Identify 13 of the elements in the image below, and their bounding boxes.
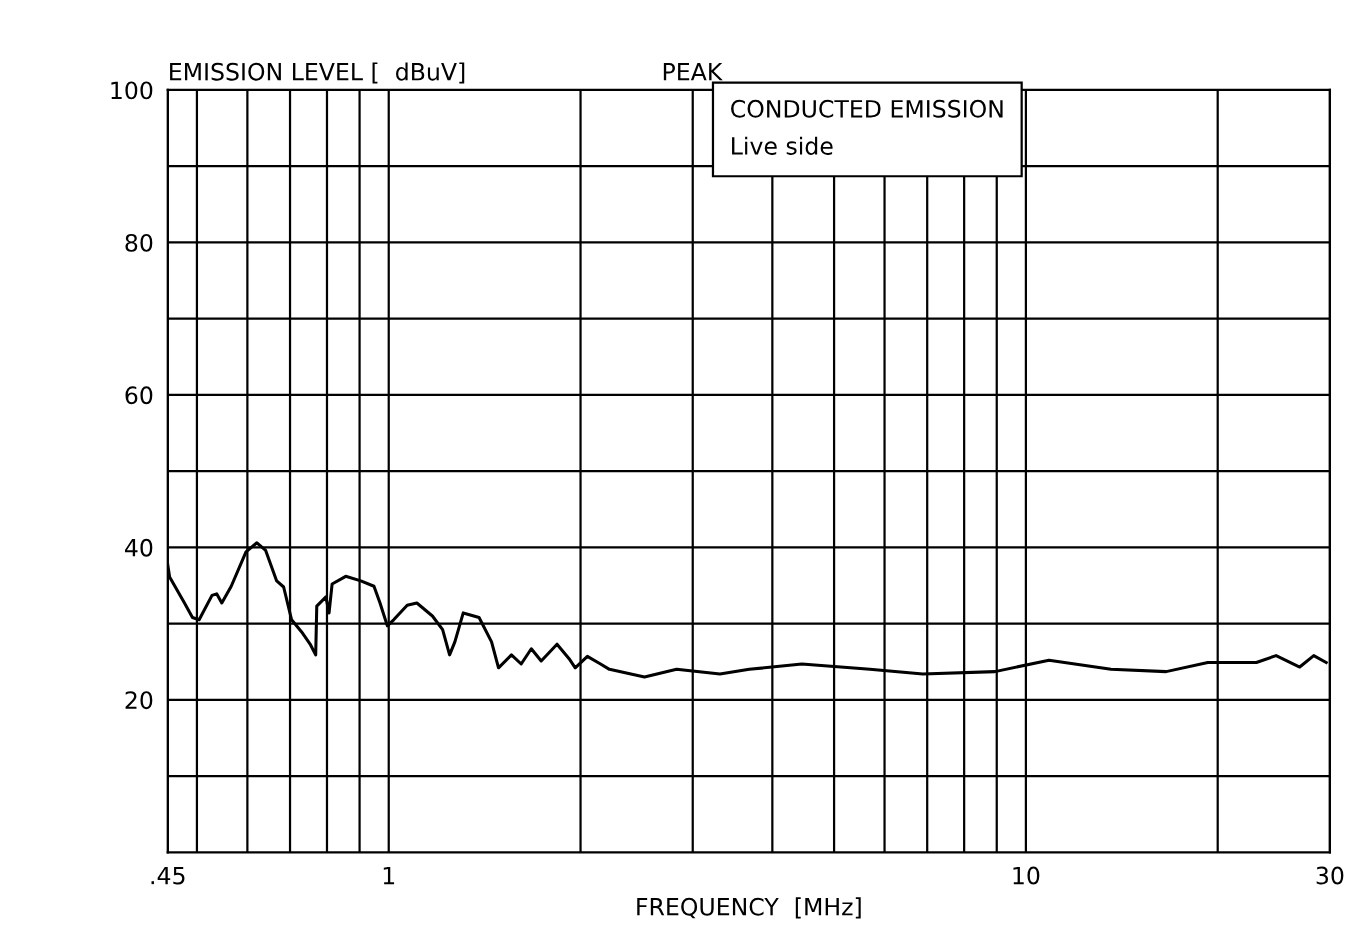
y-tick-label: 60 (125, 386, 153, 405)
x-tick-label: 30 (1316, 866, 1344, 885)
y-tick-label: 100 (111, 81, 153, 100)
text: PEAK (663, 63, 723, 81)
annotation: CONDUCTED EMISSION Live side (731, 99, 1003, 155)
y-tick-label: 80 (125, 233, 153, 252)
y-axis-title: EMISSION LEVEL [ dBuV] (170, 62, 465, 84)
x-tick-label: .45 (151, 866, 185, 885)
x-tick-label: 1 (383, 866, 395, 885)
x-tick-label: 10 (1013, 866, 1040, 885)
y-tick-label: 40 (124, 538, 153, 557)
x-axis-title: FREQUENCY [MHz] (637, 897, 861, 919)
y-tick-label: 20 (125, 691, 153, 710)
